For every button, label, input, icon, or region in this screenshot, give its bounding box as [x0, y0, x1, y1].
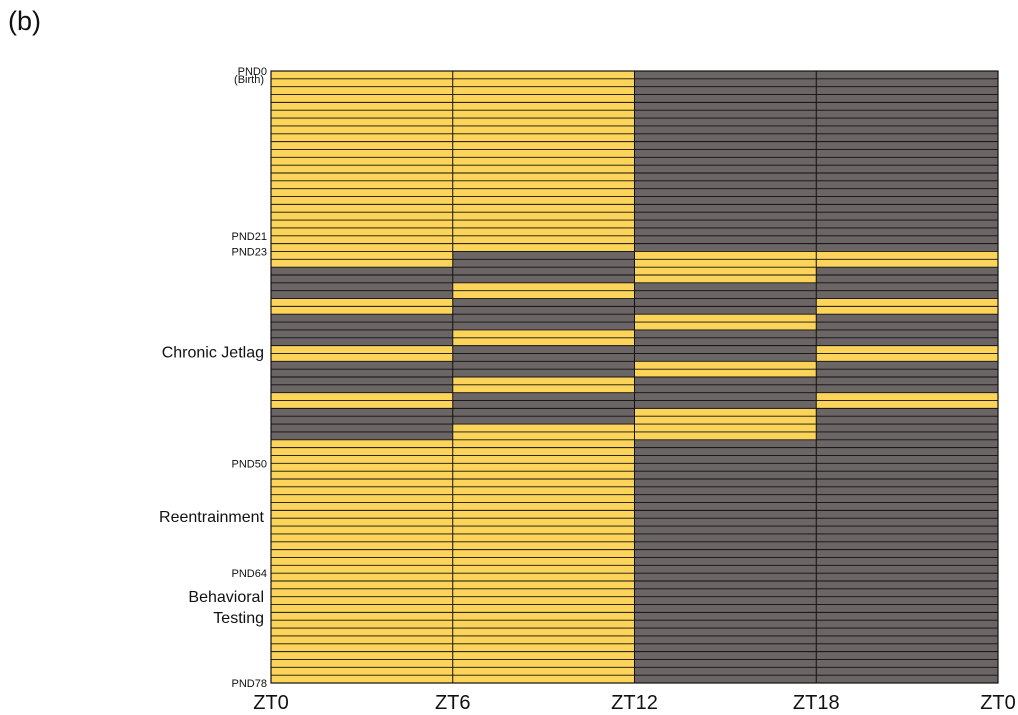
- y-tick-label: PND64: [232, 568, 267, 580]
- cell-light-seg0-col0: [271, 71, 453, 252]
- cell-light-seg13-col0: [271, 439, 453, 683]
- y-tick-label: PND21: [232, 231, 267, 243]
- cell-light-seg0-col1: [452, 71, 635, 252]
- y-tick-labels: PND0 PND21 PND23 PND50 PND64 PND78: [232, 66, 267, 690]
- x-tick-label: ZT0: [253, 692, 289, 714]
- cell-dark-seg0-col3: [816, 71, 998, 252]
- cell-light-seg13-col1: [452, 439, 635, 683]
- day-cells: [271, 71, 998, 683]
- cell-dark-seg13-col2: [634, 439, 817, 683]
- annotation-label: Testing: [213, 610, 264, 627]
- y-tick-label: PND23: [232, 246, 267, 258]
- phase-annotations: (Birth) Chronic Jetlag Reentrainment Behavi…: [159, 74, 265, 627]
- x-tick-label: ZT12: [611, 692, 658, 714]
- x-tick-label: ZT6: [435, 692, 471, 714]
- zt-grid-lines: [452, 71, 817, 683]
- y-tick-label: PND50: [232, 458, 267, 470]
- panel-label: (b): [8, 6, 41, 36]
- annotation-label: Behavioral: [188, 589, 264, 606]
- annotation-label: Reentrainment: [159, 509, 265, 526]
- x-tick-label: ZT0: [980, 692, 1016, 714]
- y-tick-label: PND78: [232, 678, 267, 690]
- x-tick-label: ZT18: [793, 692, 840, 714]
- y-tick-label: PND0: [238, 66, 267, 78]
- annotation-label: (Birth): [234, 74, 264, 86]
- annotation-label: Chronic Jetlag: [162, 344, 264, 361]
- cell-dark-seg13-col3: [816, 439, 998, 683]
- x-tick-labels: ZT0 ZT6 ZT12 ZT18 ZT0: [253, 692, 1016, 714]
- plot-frame: [270, 70, 999, 684]
- cell-dark-seg0-col2: [634, 71, 817, 252]
